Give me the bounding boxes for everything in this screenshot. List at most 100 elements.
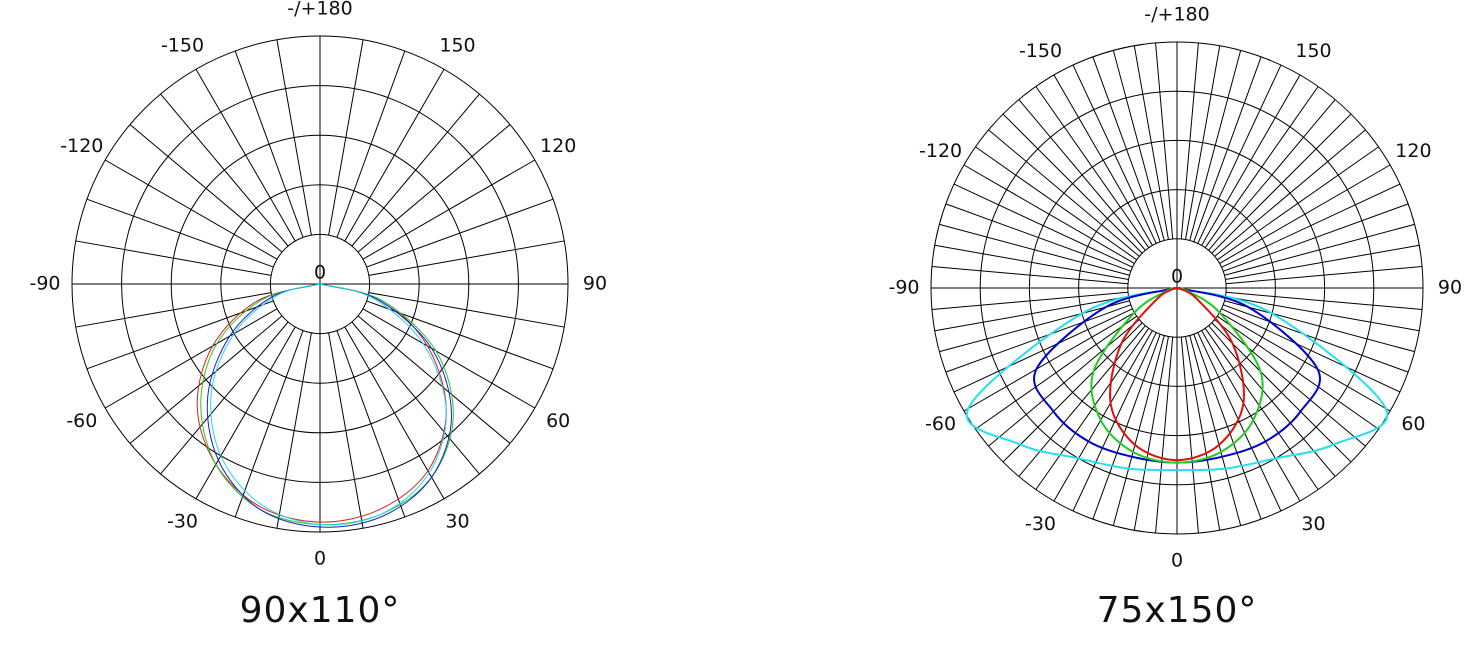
spoke: [1053, 330, 1153, 502]
curve: [200, 283, 454, 526]
spoke: [86, 198, 274, 268]
chart-title: 90x110°: [240, 590, 401, 631]
spoke: [1155, 42, 1174, 240]
spoke: [1201, 330, 1301, 502]
spoke: [104, 308, 278, 409]
spoke: [1197, 64, 1282, 244]
curve: [965, 287, 1389, 472]
spoke: [1208, 99, 1336, 251]
spoke: [1204, 328, 1319, 490]
spoke: [1223, 203, 1409, 272]
spoke: [1225, 291, 1423, 310]
spoke: [1035, 328, 1150, 490]
spoke: [1072, 332, 1157, 512]
angle-label: -60: [925, 413, 956, 435]
spoke: [1217, 146, 1379, 261]
spoke: [1214, 129, 1366, 257]
angle-label: -90: [29, 273, 60, 295]
spoke: [1053, 74, 1153, 246]
spoke: [1018, 99, 1146, 251]
spoke: [1219, 312, 1391, 412]
angle-label: -150: [1019, 40, 1062, 62]
spoke: [160, 321, 289, 475]
spoke: [357, 315, 511, 444]
angle-label: 0: [1171, 550, 1183, 572]
spoke: [234, 50, 304, 238]
spoke: [75, 292, 272, 328]
angle-label: 60: [546, 410, 570, 432]
center-label: 0: [1171, 266, 1183, 288]
spoke: [362, 308, 536, 409]
spoke: [1224, 300, 1415, 353]
spoke: [931, 291, 1129, 310]
spoke: [1221, 308, 1401, 393]
spoke: [945, 203, 1131, 272]
spoke: [1112, 335, 1165, 526]
spoke: [328, 332, 364, 529]
angle-label: 90: [583, 273, 607, 295]
angle-label: 90: [1438, 277, 1462, 299]
spoke: [195, 68, 296, 242]
spoke: [368, 292, 565, 328]
spoke: [1092, 334, 1161, 520]
spoke: [1180, 336, 1199, 534]
spoke: [975, 315, 1137, 430]
spoke: [1002, 113, 1143, 254]
spoke: [1189, 335, 1242, 526]
angle-label: -120: [60, 135, 103, 157]
angle-label: 120: [1395, 140, 1431, 162]
spoke: [1221, 183, 1401, 268]
spoke: [86, 300, 274, 370]
spoke: [1211, 322, 1352, 463]
spoke: [75, 240, 272, 276]
spoke: [1035, 86, 1150, 248]
spoke: [1112, 50, 1165, 241]
spoke: [1223, 304, 1409, 373]
spoke: [1214, 319, 1366, 447]
spoke: [351, 93, 480, 247]
spoke: [129, 315, 283, 444]
spoke: [1201, 74, 1301, 246]
spoke: [328, 39, 364, 236]
spoke: [1225, 266, 1423, 285]
spoke: [160, 93, 289, 247]
spoke: [975, 146, 1137, 261]
spoke: [1133, 45, 1169, 240]
spoke: [1211, 113, 1352, 254]
spoke: [276, 39, 312, 236]
spoke: [939, 223, 1130, 276]
angle-label: -30: [1025, 513, 1056, 535]
angle-label: -30: [167, 511, 198, 533]
angle-label: -150: [161, 34, 204, 56]
curve: [210, 283, 447, 526]
spoke: [344, 68, 445, 242]
spoke: [1002, 322, 1143, 463]
angle-label: 120: [540, 135, 576, 157]
spoke: [344, 326, 445, 500]
angle-label: 150: [439, 34, 475, 56]
spoke: [1225, 296, 1420, 332]
spoke: [336, 330, 406, 518]
spoke: [1189, 50, 1242, 241]
spoke: [953, 308, 1133, 393]
spoke: [1225, 244, 1420, 280]
angle-label: -90: [888, 277, 919, 299]
spoke: [1224, 223, 1415, 276]
curve: [1090, 286, 1264, 464]
center-label: 0: [314, 262, 326, 284]
spoke: [234, 330, 304, 518]
spoke: [195, 326, 296, 500]
angle-label: -/+180: [1144, 4, 1209, 26]
angle-label: 60: [1401, 413, 1425, 435]
chart-title: 75x150°: [1097, 590, 1258, 631]
spoke: [931, 266, 1129, 285]
angle-label: -120: [919, 140, 962, 162]
spoke: [357, 124, 511, 253]
spoke: [366, 198, 554, 268]
angle-label: -60: [66, 410, 97, 432]
curve: [1109, 286, 1245, 462]
spoke: [1092, 56, 1161, 242]
spoke: [953, 183, 1133, 268]
spoke: [1018, 325, 1146, 477]
